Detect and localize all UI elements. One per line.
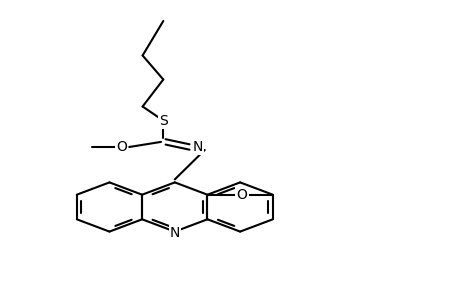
Text: S: S [158, 114, 168, 128]
Text: N: N [192, 140, 202, 154]
Text: N: N [169, 226, 179, 240]
Text: O: O [236, 188, 247, 202]
Text: O: O [116, 140, 127, 154]
